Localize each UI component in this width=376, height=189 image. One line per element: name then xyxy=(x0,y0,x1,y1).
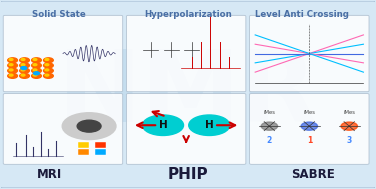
Circle shape xyxy=(301,122,317,130)
Circle shape xyxy=(32,74,41,78)
Text: 3: 3 xyxy=(347,136,352,145)
Circle shape xyxy=(33,74,37,76)
Text: Solid State: Solid State xyxy=(32,10,86,19)
Text: 2: 2 xyxy=(267,136,272,145)
Circle shape xyxy=(20,58,29,63)
Circle shape xyxy=(44,63,53,68)
Text: H: H xyxy=(205,120,214,130)
Text: SABRE: SABRE xyxy=(291,168,335,181)
Circle shape xyxy=(20,74,29,78)
Circle shape xyxy=(62,113,116,139)
Text: H: H xyxy=(159,120,167,130)
Circle shape xyxy=(21,74,25,76)
Text: NMR: NMR xyxy=(58,46,318,143)
Circle shape xyxy=(77,120,101,132)
Circle shape xyxy=(21,67,27,70)
Circle shape xyxy=(45,69,49,71)
FancyBboxPatch shape xyxy=(250,94,369,164)
Circle shape xyxy=(9,69,13,71)
FancyBboxPatch shape xyxy=(126,94,246,164)
Text: MRI: MRI xyxy=(37,168,62,181)
Circle shape xyxy=(45,64,49,66)
Circle shape xyxy=(44,58,53,63)
FancyBboxPatch shape xyxy=(78,142,89,148)
Circle shape xyxy=(261,122,277,130)
Circle shape xyxy=(33,64,37,66)
Circle shape xyxy=(33,72,39,75)
FancyBboxPatch shape xyxy=(3,15,123,92)
Circle shape xyxy=(33,69,37,71)
Text: PHIP: PHIP xyxy=(168,167,208,182)
Circle shape xyxy=(21,59,25,60)
Circle shape xyxy=(189,115,230,136)
FancyBboxPatch shape xyxy=(3,94,123,164)
Circle shape xyxy=(20,63,29,68)
Circle shape xyxy=(45,59,49,60)
Text: 1: 1 xyxy=(307,136,312,145)
Circle shape xyxy=(45,74,49,76)
Circle shape xyxy=(8,74,17,78)
Circle shape xyxy=(20,68,29,73)
Circle shape xyxy=(21,64,25,66)
FancyBboxPatch shape xyxy=(95,142,106,148)
FancyBboxPatch shape xyxy=(126,15,246,92)
Circle shape xyxy=(9,64,13,66)
Circle shape xyxy=(9,74,13,76)
Text: iMes: iMes xyxy=(343,110,355,115)
Text: iMes: iMes xyxy=(303,110,315,115)
Text: iMes: iMes xyxy=(263,110,275,115)
Text: Hyperpolarization: Hyperpolarization xyxy=(144,10,232,19)
Circle shape xyxy=(143,115,183,136)
Circle shape xyxy=(8,58,17,63)
Circle shape xyxy=(8,63,17,68)
Circle shape xyxy=(21,69,25,71)
Circle shape xyxy=(44,74,53,78)
Circle shape xyxy=(8,68,17,73)
Circle shape xyxy=(341,122,358,130)
Circle shape xyxy=(32,63,41,68)
Circle shape xyxy=(32,58,41,63)
Circle shape xyxy=(9,59,13,60)
Circle shape xyxy=(44,68,53,73)
FancyBboxPatch shape xyxy=(95,149,106,155)
FancyBboxPatch shape xyxy=(250,15,369,92)
Circle shape xyxy=(33,59,37,60)
Text: Level Anti Crossing: Level Anti Crossing xyxy=(255,10,349,19)
FancyBboxPatch shape xyxy=(78,149,89,155)
Circle shape xyxy=(32,68,41,73)
